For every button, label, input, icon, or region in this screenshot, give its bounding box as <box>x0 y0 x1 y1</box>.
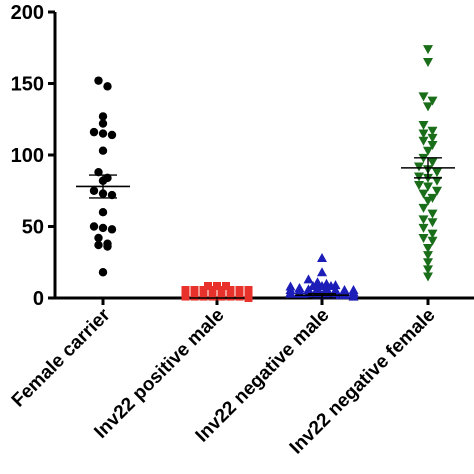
data-point <box>317 281 327 290</box>
data-point <box>89 186 99 195</box>
data-point <box>217 286 226 294</box>
data-point <box>326 281 336 290</box>
data-point <box>303 274 314 284</box>
y-tick-label: 100 <box>11 145 44 167</box>
data-point <box>317 267 327 277</box>
data-point <box>98 268 108 277</box>
data-point <box>339 285 350 294</box>
data-point <box>418 203 429 213</box>
data-point <box>285 285 296 294</box>
data-point <box>226 286 235 294</box>
data-point <box>427 209 438 219</box>
data-point <box>222 282 230 290</box>
data-point <box>181 286 190 294</box>
data-point <box>427 193 438 203</box>
data-point <box>418 92 429 102</box>
data-point <box>199 286 208 294</box>
data-point <box>423 243 433 253</box>
data-point <box>98 146 108 155</box>
data-point <box>94 233 103 243</box>
data-point <box>98 223 108 233</box>
data-point <box>427 133 438 143</box>
data-point <box>427 158 438 168</box>
data-point <box>414 181 424 191</box>
data-point <box>423 58 433 68</box>
data-point <box>103 242 112 251</box>
data-point <box>418 223 429 233</box>
data-point <box>94 240 103 250</box>
data-point <box>190 286 199 294</box>
y-tick-label: 150 <box>11 74 44 96</box>
error-bars <box>76 157 455 299</box>
data-marks <box>89 45 442 302</box>
data-point <box>423 196 433 206</box>
y-tick-label: 200 <box>11 2 44 24</box>
data-point <box>427 96 438 106</box>
data-point <box>423 45 433 55</box>
data-point <box>107 130 117 140</box>
x-category-label: Female carrier <box>8 304 115 411</box>
data-point <box>423 258 433 268</box>
data-point <box>427 236 438 246</box>
y-tick-label: 0 <box>33 288 44 310</box>
data-point <box>427 229 438 239</box>
data-point <box>89 127 99 137</box>
data-point <box>348 285 359 294</box>
data-point <box>427 218 438 228</box>
data-point <box>418 215 429 225</box>
data-point <box>98 112 108 121</box>
data-point <box>423 251 433 261</box>
data-point <box>94 167 103 177</box>
data-point <box>98 208 108 217</box>
data-point <box>235 286 244 294</box>
y-tick-label: 50 <box>22 217 44 239</box>
data-point <box>204 282 212 290</box>
data-point <box>107 225 117 234</box>
data-point <box>294 285 305 294</box>
data-point <box>423 272 433 282</box>
data-point <box>427 126 438 136</box>
data-point <box>423 102 433 112</box>
data-point <box>98 119 108 128</box>
data-point <box>103 82 112 91</box>
data-point <box>89 222 99 231</box>
data-point <box>94 76 103 85</box>
data-point <box>427 140 438 150</box>
data-point <box>312 277 323 287</box>
data-point <box>414 172 424 182</box>
data-point <box>432 168 442 178</box>
data-point <box>432 186 442 196</box>
data-point <box>244 286 253 294</box>
data-point <box>98 129 108 138</box>
data-point <box>418 233 429 243</box>
data-point <box>418 189 429 199</box>
data-point <box>317 252 327 262</box>
data-point <box>107 190 117 200</box>
data-point <box>414 162 424 172</box>
data-point <box>418 120 429 130</box>
data-point <box>432 176 442 186</box>
data-point <box>423 146 433 156</box>
data-point <box>423 265 433 275</box>
data-point <box>423 182 433 192</box>
data-point <box>418 129 429 139</box>
data-point <box>418 136 429 146</box>
axes <box>48 10 474 305</box>
data-point <box>308 281 318 290</box>
data-point <box>213 282 221 290</box>
data-point <box>208 286 217 294</box>
